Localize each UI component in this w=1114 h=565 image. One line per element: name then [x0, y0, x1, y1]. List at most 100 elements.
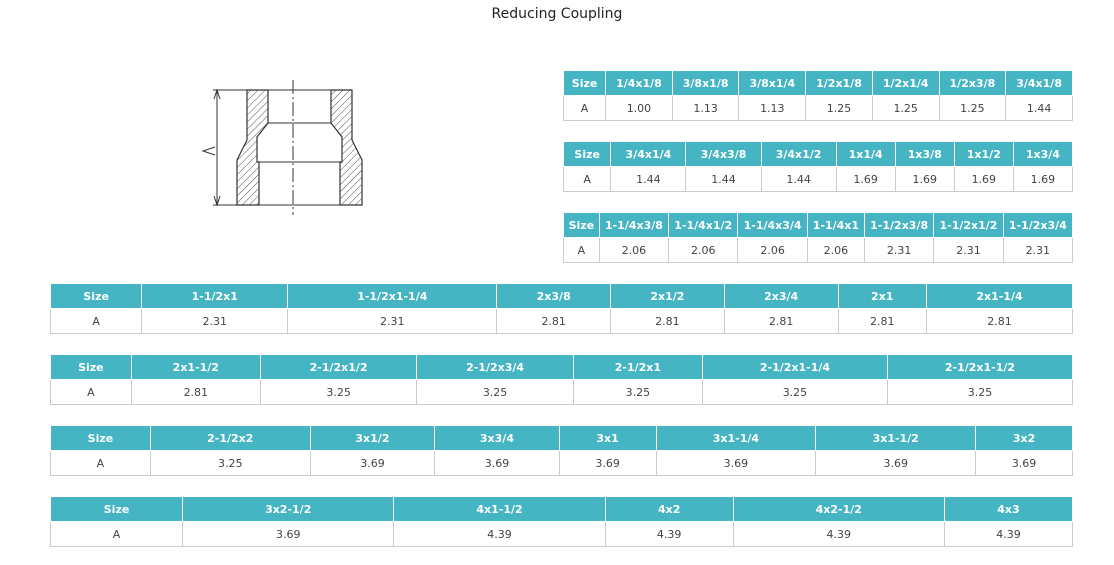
header-cell: 2-1/2x2 — [149, 425, 311, 451]
header-cell: 3/4x1/2 — [760, 141, 837, 167]
header-cell: 3/4x1/4 — [610, 141, 687, 167]
value-cell: 3.25 — [701, 379, 888, 405]
header-cell: 1-1/2x3/4 — [1002, 212, 1074, 238]
header-cell: 3x1-1/4 — [655, 425, 817, 451]
header-cell: 3x1-1/2 — [815, 425, 977, 451]
header-cell: 3x1 — [558, 425, 657, 451]
header-cell: Size — [49, 496, 184, 522]
value-cell: 1.44 — [760, 166, 837, 192]
value-cell: 2.31 — [287, 308, 498, 334]
value-cell: 2.06 — [668, 237, 739, 263]
value-cell: 1.13 — [738, 95, 807, 121]
header-cell: 1-1/4x3/4 — [737, 212, 808, 238]
header-cell: 1/2x1/4 — [871, 70, 940, 96]
value-cell: 3.25 — [416, 379, 574, 405]
value-cell: 2.31 — [863, 237, 935, 263]
size-table: Size 2-1/2x2 3x1/2 3x3/4 3x1 3x1-1/4 3x1-1/2 3x… — [50, 425, 1073, 476]
value-cell: A — [562, 95, 607, 121]
header-cell: 3/8x1/4 — [738, 70, 807, 96]
value-cell: 1.44 — [1005, 95, 1073, 121]
value-cell: 2.81 — [610, 308, 725, 334]
value-cell: 4.39 — [943, 521, 1074, 547]
header-cell: 1/2x1/8 — [805, 70, 873, 96]
header-cell: Size — [50, 354, 132, 380]
value-cell: 1.69 — [894, 166, 955, 192]
header-cell: 3/4x3/8 — [685, 141, 762, 167]
value-cell: 1.25 — [871, 95, 940, 121]
value-cell: 3.69 — [655, 450, 817, 476]
header-cell: 2x1/2 — [610, 283, 725, 309]
value-cell: 3.69 — [309, 450, 436, 476]
header-cell: 4x1-1/2 — [393, 496, 606, 522]
size-table: Size 3x2-1/2 4x1-1/2 4x2 4x2-1/2 4x3 A 3.69 4.39… — [49, 496, 1074, 547]
header-row: Size 3x2-1/2 4x1-1/2 4x2 4x2-1/2 4x3 — [49, 496, 1074, 522]
header-cell: 1-1/4x1/2 — [668, 212, 739, 238]
header-cell: Size — [562, 70, 607, 96]
value-cell: 1.13 — [671, 95, 740, 121]
header-cell: 2x1 — [837, 283, 927, 309]
header-cell: 2-1/2x1 — [572, 354, 703, 380]
value-cell: 3.25 — [886, 379, 1074, 405]
value-cell: 1.69 — [1012, 166, 1074, 192]
value-cell: 3.69 — [815, 450, 977, 476]
value-cell: 2.31 — [933, 237, 1004, 263]
header-cell: 2-1/2x3/4 — [416, 354, 574, 380]
coupling-drawing — [201, 80, 363, 215]
header-cell: 1-1/4x3/8 — [598, 212, 670, 238]
value-cell: A — [49, 521, 184, 547]
value-row: A 2.31 2.31 2.81 2.81 2.81 2.81 2.81 — [49, 308, 1074, 334]
value-cell: 3.69 — [975, 450, 1073, 476]
header-row: Size 1-1/4x3/8 1-1/4x1/2 1-1/4x3/4 1-1/4x1 1-… — [563, 212, 1074, 238]
header-cell: 1-1/2x1/2 — [933, 212, 1004, 238]
value-cell: A — [562, 166, 612, 192]
header-row: Size 1/4x1/8 3/8x1/8 3/8x1/4 1/2x1/8 1/2x1/4 1… — [562, 70, 1073, 96]
header-cell: 3x1/2 — [309, 425, 436, 451]
value-cell: 2.81 — [723, 308, 839, 334]
header-cell: 4x2-1/2 — [732, 496, 945, 522]
header-cell: 2x3/4 — [723, 283, 839, 309]
value-row: A 3.69 4.39 4.39 4.39 4.39 — [49, 521, 1074, 547]
value-row: A 2.06 2.06 2.06 2.06 2.31 2.31 2.31 — [563, 237, 1074, 263]
value-row: A 2.81 3.25 3.25 3.25 3.25 3.25 — [50, 379, 1074, 405]
value-cell: 1.44 — [610, 166, 687, 192]
value-cell: 3.69 — [182, 521, 395, 547]
header-cell: 3/4x1/8 — [1005, 70, 1073, 96]
value-cell: 2.06 — [598, 237, 670, 263]
header-cell: 1x1/4 — [835, 141, 896, 167]
header-row: Size 1-1/2x1 1-1/2x1-1/4 2x3/8 2x1/2 2x3/4 2x1… — [49, 283, 1074, 309]
value-cell: 2.31 — [141, 308, 289, 334]
value-cell: 2.81 — [837, 308, 927, 334]
value-cell: 2.06 — [737, 237, 808, 263]
header-cell: Size — [49, 283, 143, 309]
header-cell: 1/2x3/8 — [938, 70, 1007, 96]
value-cell: 2.31 — [1002, 237, 1074, 263]
value-cell: 3.69 — [434, 450, 560, 476]
value-cell: 2.06 — [806, 237, 865, 263]
value-cell: 1.00 — [605, 95, 673, 121]
header-cell: Size — [562, 141, 612, 167]
value-cell: 3.25 — [149, 450, 311, 476]
header-row: Size 2x1-1/2 2-1/2x1/2 2-1/2x3/4 2-1/2x1 2-1/… — [50, 354, 1074, 380]
header-cell: 3/8x1/8 — [671, 70, 740, 96]
header-row: Size 3/4x1/4 3/4x3/8 3/4x1/2 1x1/4 1x3/8 1x1/2… — [562, 141, 1074, 167]
value-cell: 3.25 — [259, 379, 418, 405]
header-cell: 1-1/2x1-1/4 — [287, 283, 498, 309]
header-cell: 1-1/4x1 — [806, 212, 865, 238]
value-row: A 3.25 3.69 3.69 3.69 3.69 3.69 3.69 — [50, 450, 1073, 476]
value-cell: A — [50, 379, 132, 405]
header-cell: 2-1/2x1-1/2 — [886, 354, 1074, 380]
header-cell: 2x1-1/4 — [925, 283, 1074, 309]
header-cell: 2-1/2x1/2 — [259, 354, 418, 380]
header-cell: 1-1/2x3/8 — [863, 212, 935, 238]
header-cell: 2-1/2x1-1/4 — [701, 354, 888, 380]
size-table: Size 1-1/4x3/8 1-1/4x1/2 1-1/4x3/4 1-1/4x1 1-… — [563, 212, 1074, 263]
header-cell: 3x3/4 — [434, 425, 560, 451]
header-cell: 4x3 — [943, 496, 1074, 522]
header-cell: Size — [563, 212, 600, 238]
value-cell: A — [50, 450, 151, 476]
header-cell: 1/4x1/8 — [605, 70, 673, 96]
header-cell: 3x2-1/2 — [182, 496, 395, 522]
value-cell: 2.81 — [925, 308, 1074, 334]
value-cell: 3.69 — [558, 450, 657, 476]
